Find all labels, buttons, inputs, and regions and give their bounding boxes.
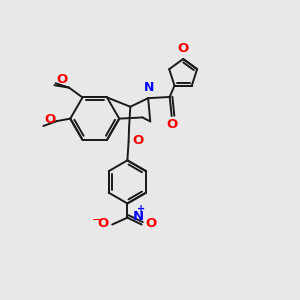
- Text: N: N: [143, 81, 154, 94]
- Text: O: O: [145, 218, 156, 230]
- Text: O: O: [133, 134, 144, 147]
- Text: methoxy: methoxy: [52, 84, 58, 85]
- Text: N: N: [133, 210, 144, 223]
- Text: O: O: [166, 118, 177, 131]
- Text: O: O: [178, 42, 189, 56]
- Text: O: O: [57, 73, 68, 86]
- Text: −: −: [92, 214, 102, 226]
- Text: +: +: [137, 204, 146, 214]
- Text: O: O: [44, 113, 56, 126]
- Text: O: O: [98, 218, 109, 230]
- Text: O: O: [53, 76, 61, 86]
